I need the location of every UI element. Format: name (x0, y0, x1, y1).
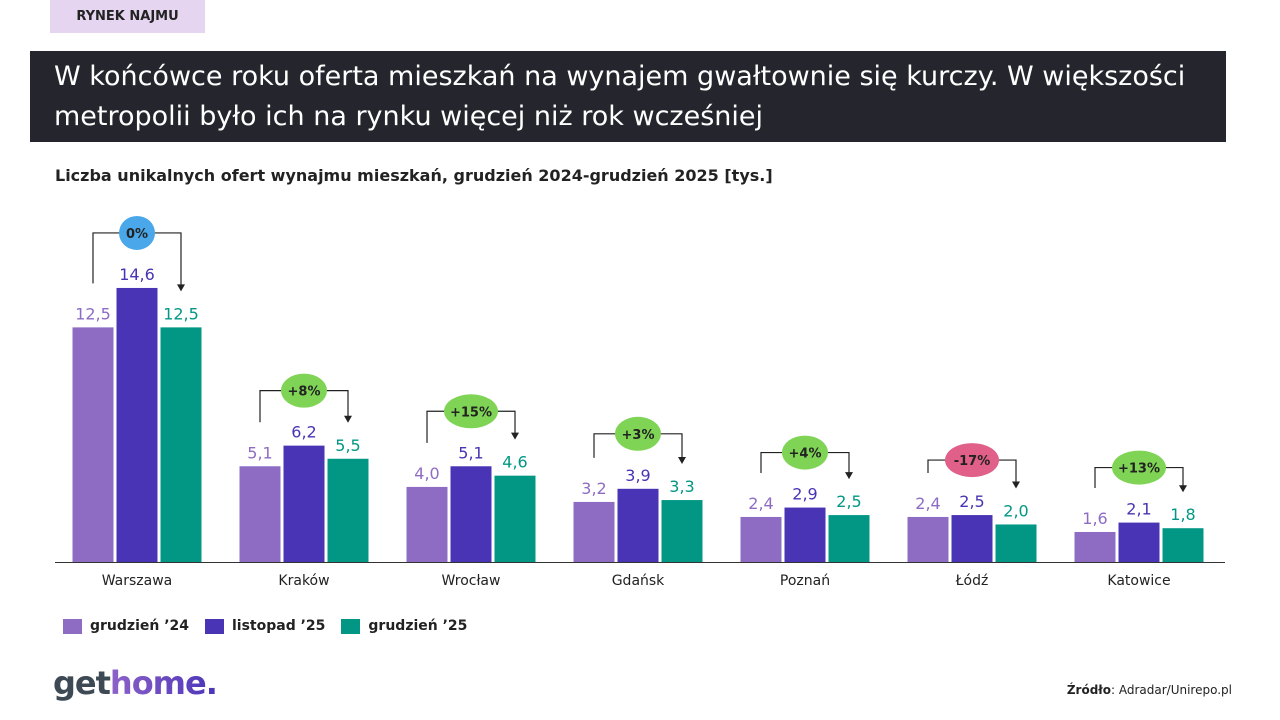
legend: grudzień ’24 listopad ’25 grudzień ’25 (63, 618, 467, 634)
bar (1118, 522, 1160, 562)
legend-swatch (205, 618, 224, 634)
arrow-icon (344, 415, 352, 423)
data-label: 12,5 (163, 304, 199, 323)
bar (283, 445, 325, 562)
change-badge (281, 373, 327, 408)
category-label: Warszawa (102, 573, 173, 589)
legend-swatch (341, 618, 361, 634)
data-label: 2,9 (792, 485, 817, 504)
change-badge-label: +13% (1118, 462, 1160, 477)
bar (907, 516, 949, 562)
change-badge (782, 435, 828, 470)
gethome-logo: gethome. (53, 664, 218, 702)
category-label: Wrocław (442, 573, 501, 589)
change-badge-label: +8% (288, 385, 321, 400)
arrow-icon (511, 432, 519, 440)
page-title: W końcówce roku oferta mieszkań na wynaj… (30, 51, 1226, 142)
arrow-icon (177, 284, 185, 292)
data-label: 3,2 (581, 479, 606, 498)
data-label: 3,3 (669, 477, 694, 496)
category-label: Gdańsk (612, 573, 665, 589)
change-badge (119, 215, 155, 250)
bar (995, 524, 1037, 562)
data-label: 1,6 (1082, 509, 1107, 528)
bar (828, 515, 870, 562)
chart-title: Liczba unikalnych ofert wynajmu mieszkań… (55, 166, 773, 185)
change-badge (615, 416, 661, 451)
data-label: 5,5 (335, 436, 360, 455)
bar (1162, 528, 1204, 562)
category-label: Katowice (1107, 573, 1170, 589)
data-label: 4,0 (414, 464, 439, 483)
data-label: 2,0 (1003, 501, 1028, 520)
change-badge-label: +15% (450, 405, 492, 420)
data-label: 2,4 (748, 494, 773, 513)
bar (494, 475, 536, 562)
category-label: Poznań (780, 573, 830, 589)
change-badge-label: +4% (789, 447, 822, 462)
bar (951, 515, 993, 562)
section-tag: RYNEK NAJMU (50, 0, 205, 33)
legend-item: listopad ’25 (205, 618, 325, 634)
legend-item: grudzień ’25 (341, 618, 467, 634)
bar (784, 507, 826, 562)
data-label: 2,5 (836, 492, 861, 511)
bar (661, 500, 703, 562)
bar (740, 516, 782, 562)
data-label: 2,4 (915, 494, 940, 513)
bar (573, 501, 615, 562)
legend-label: listopad ’25 (232, 618, 326, 634)
data-label: 2,5 (959, 492, 984, 511)
source-note: Źródło: Adradar/Unirepo.pl (1066, 683, 1232, 697)
arrow-icon (678, 457, 686, 465)
change-badge-label: -17% (954, 454, 991, 469)
data-label: 3,9 (625, 466, 650, 485)
data-label: 1,8 (1170, 505, 1195, 524)
data-label: 5,1 (458, 443, 483, 462)
category-label: Kraków (278, 573, 329, 589)
bar (72, 327, 114, 562)
bar (617, 488, 659, 562)
data-label: 14,6 (119, 265, 155, 284)
legend-swatch (63, 618, 82, 634)
legend-label: grudzień ’25 (368, 618, 468, 634)
bar (450, 466, 492, 562)
arrow-icon (845, 472, 853, 480)
bar (1074, 531, 1116, 562)
data-label: 12,5 (75, 304, 111, 323)
change-badge (1112, 450, 1166, 485)
bar (327, 458, 369, 562)
data-label: 6,2 (291, 423, 316, 442)
data-label: 5,1 (247, 443, 272, 462)
legend-item: grudzień ’24 (63, 618, 189, 634)
bar (160, 327, 202, 562)
arrow-icon (1179, 485, 1187, 493)
legend-label: grudzień ’24 (90, 618, 189, 634)
data-label: 2,1 (1126, 500, 1151, 519)
arrow-icon (1012, 481, 1020, 489)
category-label: Łódź (955, 573, 989, 589)
bar (406, 486, 448, 562)
change-badge (945, 443, 999, 478)
change-badge-label: 0% (126, 227, 148, 242)
bar (116, 287, 158, 562)
change-badge (444, 394, 498, 429)
data-label: 4,6 (502, 453, 527, 472)
bar (239, 466, 281, 562)
change-badge-label: +3% (622, 428, 655, 443)
